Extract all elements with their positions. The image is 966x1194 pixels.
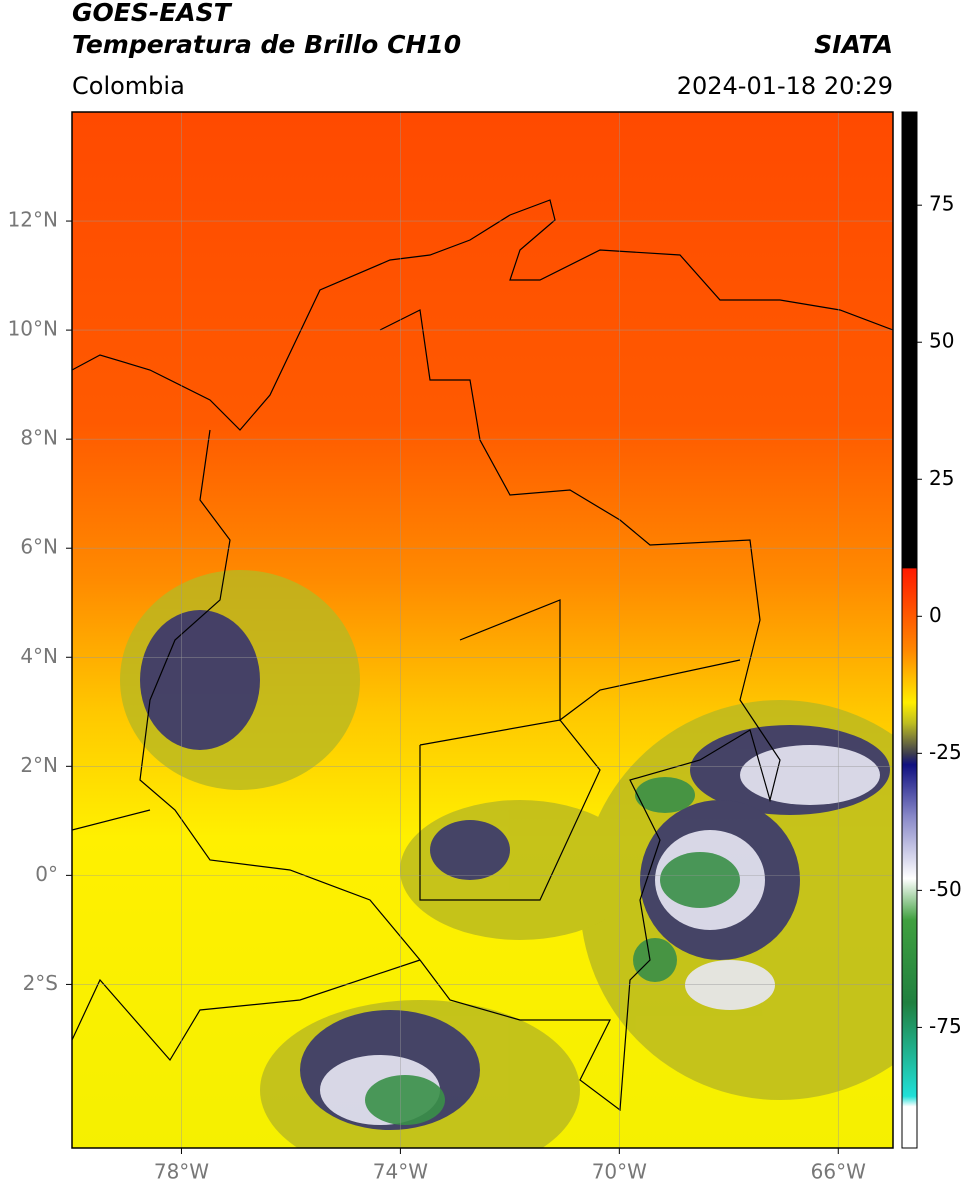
y-tick-label: 10°N <box>8 317 58 341</box>
colorbar <box>901 111 918 1149</box>
y-tick-label: 2°S <box>23 971 58 995</box>
y-tick-label: 0° <box>35 862 58 886</box>
colorbar-tick-label: 50 <box>929 329 954 353</box>
colorbar-tick-label: -25 <box>929 740 962 764</box>
title: GOES-EAST <box>72 0 233 27</box>
grid <box>72 112 893 1148</box>
ticks: 78°W 74°W 70°W 66°W 12°N 10°N 8°N 6°N 4°N 2°N 0° 2°… <box>8 192 962 1184</box>
colorbar-tick-label: 75 <box>929 192 954 216</box>
x-tick-label: 78°W <box>154 1160 209 1184</box>
subtitle: Temperatura de Brillo CH10 <box>72 30 461 59</box>
map-image <box>72 112 893 1148</box>
colorbar-tick-label: 25 <box>929 466 954 490</box>
y-tick-label: 12°N <box>8 208 58 232</box>
source: SIATA <box>814 30 893 59</box>
colorbar-tick-label: -75 <box>929 1014 962 1038</box>
y-tick-label: 4°N <box>20 644 58 668</box>
x-tick-label: 74°W <box>373 1160 428 1184</box>
x-tick-label: 70°W <box>592 1160 647 1184</box>
y-tick-label: 2°N <box>20 753 58 777</box>
region: Colombia <box>72 72 185 100</box>
map-frame <box>71 111 894 1149</box>
x-tick-label: 66°W <box>811 1160 866 1184</box>
y-tick-label: 6°N <box>20 535 58 559</box>
colorbar-tick-label: 0 <box>929 603 942 627</box>
y-tick-label: 8°N <box>20 426 58 450</box>
datetime: 2024-01-18 20:29 <box>677 72 893 100</box>
colorbar-tick-label: -50 <box>929 877 962 901</box>
